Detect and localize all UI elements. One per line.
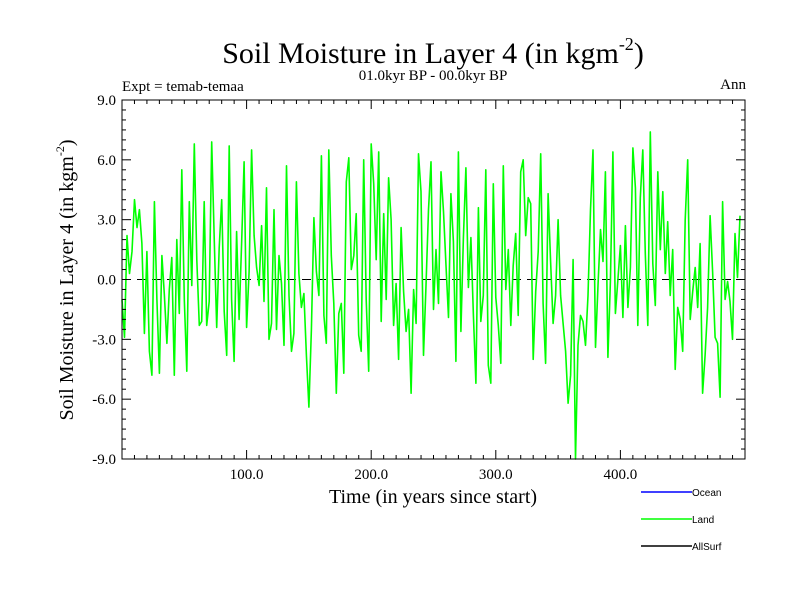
legend-label-allsurf: AllSurf bbox=[692, 542, 722, 553]
legend-label-land: Land bbox=[692, 515, 714, 526]
experiment-label: Expt = temab-temaa bbox=[122, 79, 244, 95]
period-label: Ann bbox=[720, 77, 746, 93]
chart-title: Soil Moisture in Layer 4 (in kgm-2) bbox=[222, 34, 644, 70]
y-tick-label: -9.0 bbox=[92, 452, 116, 468]
chart-title-end: ) bbox=[634, 37, 644, 70]
y-axis-label-main: Soil Moisture in Layer 4 (in kgm bbox=[56, 156, 78, 421]
y-axis-label-end: ) bbox=[56, 139, 78, 146]
chart-title-main: Soil Moisture in Layer 4 (in kgm bbox=[222, 37, 619, 70]
y-tick-label: 9.0 bbox=[97, 93, 116, 109]
y-tick-label: 3.0 bbox=[97, 213, 116, 229]
x-tick-label: 400.0 bbox=[604, 467, 638, 483]
legend-label-ocean: Ocean bbox=[692, 488, 721, 499]
y-tick-label: 0.0 bbox=[97, 273, 116, 289]
x-tick-label: 100.0 bbox=[230, 467, 264, 483]
y-axis-label-superscript: -2 bbox=[53, 146, 67, 156]
x-tick-label: 300.0 bbox=[479, 467, 513, 483]
y-tick-label: -3.0 bbox=[92, 332, 116, 348]
x-axis-label: Time (in years since start) bbox=[329, 486, 537, 508]
x-tick-label: 200.0 bbox=[354, 467, 388, 483]
chart-title-superscript: -2 bbox=[619, 34, 634, 54]
y-axis-label: Soil Moisture in Layer 4 (in kgm-2) bbox=[53, 139, 78, 420]
y-tick-label: 6.0 bbox=[97, 153, 116, 169]
y-tick-label: -6.0 bbox=[92, 392, 116, 408]
chart-subtitle: 01.0kyr BP - 00.0kyr BP bbox=[359, 68, 508, 84]
series-line-land bbox=[121, 131, 741, 460]
